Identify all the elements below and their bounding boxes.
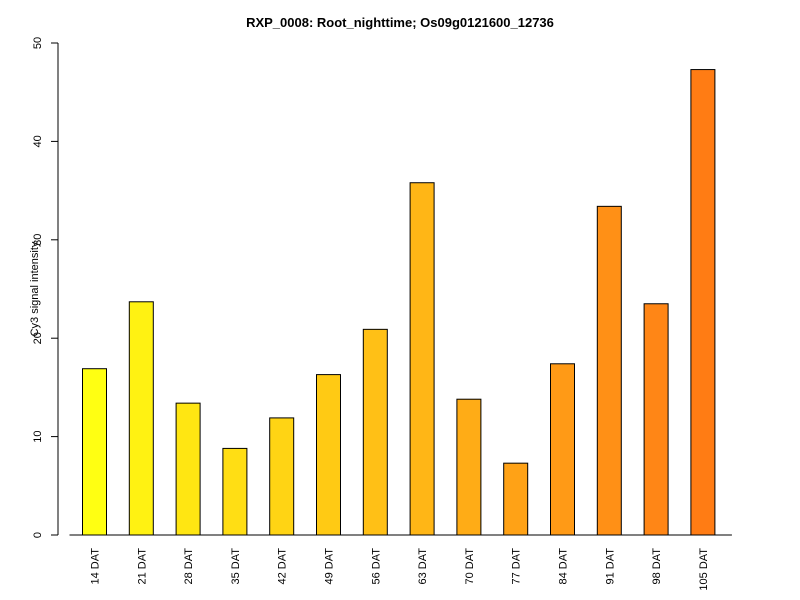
bar <box>550 363 575 536</box>
y-tick-label: 30 <box>32 234 44 246</box>
x-tick-label: 77 DAT <box>511 548 523 585</box>
bar <box>316 374 341 536</box>
x-tick-label: 21 DAT <box>136 548 148 585</box>
bar <box>82 368 107 536</box>
x-tick-label: 28 DAT <box>183 548 195 585</box>
x-tick-label: 70 DAT <box>464 548 476 585</box>
bar <box>596 205 622 536</box>
bar <box>643 303 669 536</box>
bar <box>128 301 154 536</box>
y-tick-label: 20 <box>32 332 44 344</box>
x-axis: 14 DAT 21 DAT 28 DAT 35 DAT 42 DAT 49 DAT 56 D… <box>69 534 732 591</box>
bar <box>269 417 295 536</box>
y-axis: 0 10 20 30 40 50 <box>32 37 59 538</box>
x-tick-label: 63 DAT <box>417 548 429 585</box>
y-tick-label: 50 <box>32 37 44 49</box>
bar <box>456 398 482 536</box>
x-tick-label: 42 DAT <box>277 548 289 585</box>
y-tick-label: 0 <box>32 532 44 538</box>
y-axis-label: Cy3 signal intensity <box>29 241 41 336</box>
x-tick-label: 84 DAT <box>558 548 570 585</box>
chart-title: RXP_0008: Root_nighttime; Os09g0121600_1… <box>246 15 554 30</box>
y-tick-label: 40 <box>32 135 44 147</box>
bar <box>690 69 716 536</box>
bars <box>82 69 716 536</box>
x-tick-label: 49 DAT <box>324 548 336 585</box>
x-tick-label: 35 DAT <box>230 548 242 585</box>
bar <box>362 328 388 536</box>
bar <box>222 447 248 536</box>
x-tick-label: 56 DAT <box>370 548 382 585</box>
bar <box>503 462 529 536</box>
bar <box>409 182 435 536</box>
x-tick-label: 14 DAT <box>90 548 102 585</box>
x-tick-label: 98 DAT <box>651 548 663 585</box>
x-tick-label: 105 DAT <box>698 548 710 591</box>
x-tick-label: 91 DAT <box>604 548 616 585</box>
y-tick-label: 10 <box>32 430 44 442</box>
bar <box>175 402 201 536</box>
